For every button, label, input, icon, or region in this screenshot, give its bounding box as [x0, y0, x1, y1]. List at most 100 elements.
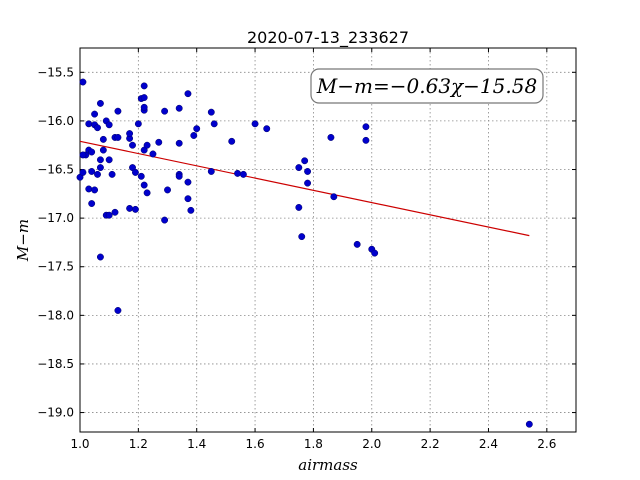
y-tick-label: −16.5 [37, 163, 74, 177]
data-point [371, 249, 379, 257]
data-point [79, 78, 87, 86]
data-point [114, 133, 122, 141]
data-point [210, 120, 218, 128]
data-point [129, 141, 136, 149]
y-tick-label: −18.5 [37, 357, 74, 371]
plot-area-frame [79, 47, 577, 433]
data-point [94, 124, 101, 132]
data-point [99, 135, 107, 143]
data-point [184, 90, 192, 98]
data-point [161, 107, 169, 115]
data-point [149, 150, 157, 158]
x-tick-label: 2.0 [362, 437, 381, 451]
y-tick-label: −19.0 [37, 406, 74, 420]
data-point [304, 179, 312, 187]
data-point [88, 200, 96, 207]
y-tick-labels: −15.5 −16.0 −16.5 −17.0 −17.5 −18.0 −18.5 −19.0 [37, 65, 74, 419]
data-point [207, 168, 215, 175]
data-point [187, 206, 195, 214]
x-tick-label: 1.4 [187, 437, 206, 451]
y-tick-label: −16.0 [37, 114, 74, 128]
data-point [207, 108, 215, 116]
data-point [193, 125, 201, 133]
data-point [79, 168, 87, 176]
data-point [263, 125, 271, 133]
data-point [88, 148, 96, 156]
data-point [184, 178, 192, 186]
data-point [134, 120, 142, 128]
y-tick-label: −18.0 [37, 308, 74, 322]
data-point [94, 170, 101, 178]
y-axis-label: M−m [14, 219, 32, 262]
data-point [126, 204, 134, 212]
annotation-box [310, 68, 544, 104]
chart-title: 2020-07-13_233627 [247, 28, 409, 48]
y-tick-label: −17.5 [37, 260, 74, 274]
data-point [99, 146, 107, 154]
x-tick-label: 1.8 [304, 437, 323, 451]
data-point [184, 195, 192, 203]
x-tick-label: 2.6 [537, 437, 556, 451]
fit-line [79, 140, 530, 237]
data-point [175, 139, 183, 147]
x-tick-label: 2.2 [421, 437, 440, 451]
data-point [525, 420, 533, 428]
data-point [234, 169, 242, 177]
data-point [330, 193, 338, 201]
data-point [96, 164, 104, 172]
x-axis-label: airmass [298, 456, 358, 474]
data-point [131, 168, 139, 176]
data-point [175, 104, 183, 112]
data-point [353, 240, 361, 248]
data-point [143, 141, 151, 149]
data-point [88, 168, 96, 175]
data-point [190, 132, 198, 139]
x-tick-label: 1.0 [70, 437, 89, 451]
data-point [228, 137, 236, 145]
data-point [239, 170, 247, 178]
data-point [105, 211, 113, 219]
x-tick-label: 1.2 [129, 437, 148, 451]
data-point [85, 120, 93, 128]
fit-equation-annotation: M−m=−0.63χ−15.58 [316, 74, 537, 98]
data-point [362, 136, 370, 144]
data-point [251, 120, 259, 128]
data-point [140, 103, 148, 111]
data-point [161, 216, 169, 224]
data-point [85, 185, 93, 193]
data-points [76, 78, 533, 428]
data-point [164, 186, 171, 194]
data-point [105, 121, 113, 129]
x-tick-label: 1.6 [246, 437, 265, 451]
data-point [108, 170, 116, 178]
y-tick-label: −17.0 [37, 211, 74, 225]
data-point [143, 189, 151, 197]
data-point [96, 99, 104, 107]
data-point [155, 138, 163, 146]
y-tick-label: −15.5 [37, 65, 74, 79]
data-point [105, 156, 113, 164]
data-point [362, 123, 370, 131]
data-point [295, 203, 303, 211]
x-tick-label: 2.4 [479, 437, 498, 451]
data-point [137, 172, 145, 180]
data-point [327, 133, 335, 141]
data-point [114, 307, 122, 314]
data-point [126, 130, 134, 137]
data-point [96, 253, 104, 261]
data-point [295, 164, 303, 172]
data-point [140, 82, 148, 90]
data-point [111, 208, 119, 216]
data-point [298, 233, 306, 241]
data-point [114, 107, 122, 115]
data-point [91, 110, 99, 118]
data-point [131, 205, 139, 213]
data-point [301, 157, 309, 165]
data-point [91, 186, 99, 194]
data-point [304, 168, 312, 175]
data-point [140, 181, 148, 189]
data-point [175, 172, 183, 180]
data-point [140, 94, 148, 102]
axis-ticks [79, 48, 576, 432]
